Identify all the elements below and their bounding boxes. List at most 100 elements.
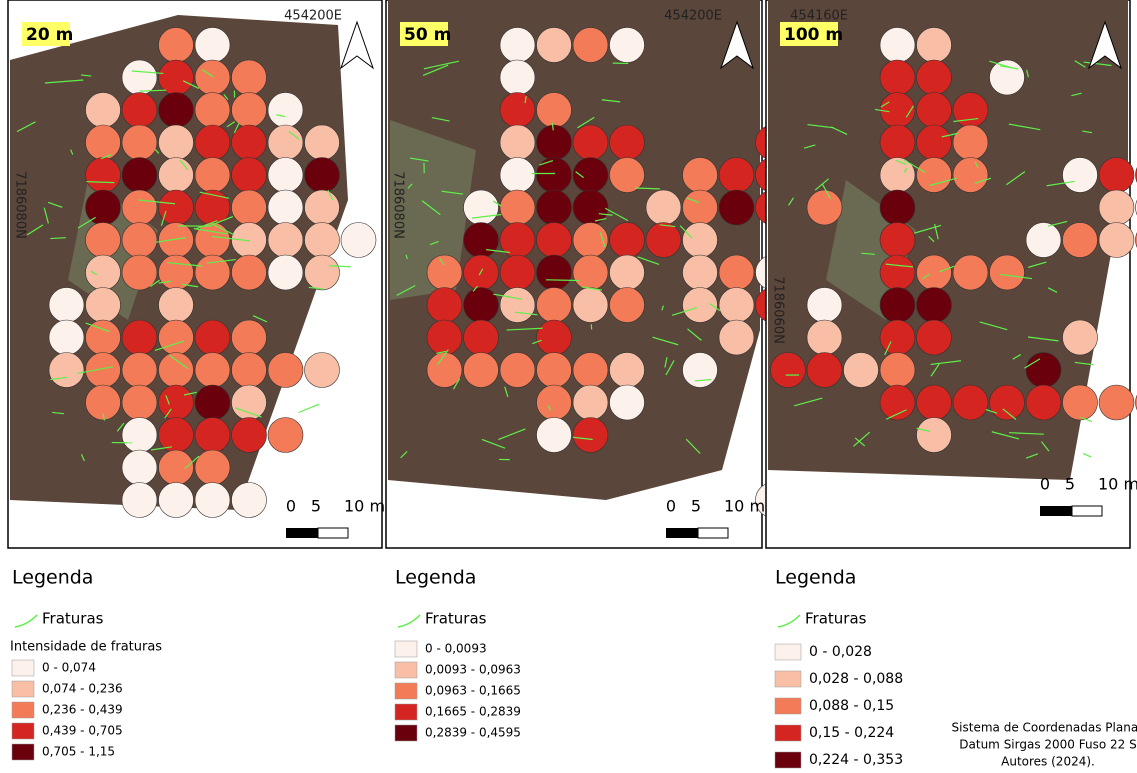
- sample-circle: [953, 385, 988, 420]
- sample-circle: [195, 28, 230, 63]
- legend-class-label: 0 - 0,028: [809, 644, 872, 660]
- sample-circle: [464, 320, 499, 355]
- sample-circle: [537, 353, 572, 388]
- sample-circle: [122, 158, 157, 193]
- sample-circle: [880, 223, 915, 258]
- sample-circle: [86, 288, 121, 323]
- credits: Sistema de Coordenadas Planas: [952, 721, 1137, 735]
- scale-label: 100 m: [784, 25, 843, 45]
- sample-circle: [610, 28, 645, 63]
- sample-circle: [917, 93, 952, 128]
- sample-circle: [122, 483, 157, 518]
- sample-circle: [573, 418, 608, 453]
- easting: 454200E: [284, 9, 342, 24]
- sample-circle: [537, 320, 572, 355]
- sample-circle: [232, 223, 267, 258]
- sample-circle: [1099, 223, 1134, 258]
- legend-swatch: [12, 723, 34, 739]
- sample-circle: [573, 288, 608, 323]
- sample-circle: [122, 418, 157, 453]
- sample-circle: [500, 93, 535, 128]
- legend-fracture-symbol: [398, 615, 420, 627]
- sample-circle: [1026, 353, 1061, 388]
- sample-circle: [610, 125, 645, 160]
- sample-circle: [232, 190, 267, 225]
- figure: 20 m454200E7186080N0510 m Legenda Fraturas…: [0, 0, 1137, 773]
- sample-circle: [880, 320, 915, 355]
- legend-title: Legenda: [12, 567, 93, 589]
- scalebar-label: 0: [666, 497, 676, 516]
- sample-circle: [159, 353, 194, 388]
- sample-circle: [500, 288, 535, 323]
- sample-circle: [268, 158, 303, 193]
- sample-circle: [500, 353, 535, 388]
- sample-circle: [49, 353, 84, 388]
- sample-circle: [268, 353, 303, 388]
- sample-circle: [195, 418, 230, 453]
- sample-circle: [917, 320, 952, 355]
- sample-circle: [990, 385, 1025, 420]
- legend-class-label: 0,0963 - 0,1665: [425, 684, 521, 698]
- sample-circle: [719, 320, 754, 355]
- credits: Datum Sirgas 2000 Fuso 22 S: [959, 738, 1136, 752]
- legend-class-label: 0,15 - 0,224: [809, 725, 894, 741]
- sample-circle: [537, 125, 572, 160]
- sample-circle: [268, 223, 303, 258]
- sample-circle: [195, 125, 230, 160]
- sample-circle: [990, 255, 1025, 290]
- legend-swatch: [775, 725, 801, 741]
- sample-circle: [807, 288, 842, 323]
- scalebar-label: 0: [286, 497, 296, 516]
- sample-circle: [537, 190, 572, 225]
- legend-class-label: 0,2839 - 0,4595: [425, 726, 521, 740]
- sample-circle: [719, 158, 754, 193]
- sample-circle: [86, 255, 121, 290]
- sample-circle: [537, 385, 572, 420]
- sample-circle: [1026, 223, 1061, 258]
- sample-circle: [268, 255, 303, 290]
- legend-fractures: Fraturas: [42, 610, 104, 628]
- sample-circle: [500, 190, 535, 225]
- sample-circle: [537, 288, 572, 323]
- scalebar-black: [666, 528, 698, 538]
- sample-circle: [537, 158, 572, 193]
- sample-circle: [86, 93, 121, 128]
- legend-class-label: 0,236 - 0,439: [42, 703, 123, 717]
- sample-circle: [917, 60, 952, 95]
- legend-title: Legenda: [395, 567, 476, 589]
- legend-swatch: [12, 660, 34, 676]
- sample-circle: [464, 223, 499, 258]
- sample-circle: [464, 288, 499, 323]
- easting: 454160E: [790, 9, 848, 24]
- map-panel: 100 m454160E7186060N0510 m: [766, 0, 1137, 548]
- sample-circle: [159, 93, 194, 128]
- sample-circle: [537, 93, 572, 128]
- legend-swatch: [395, 683, 417, 699]
- sample-circle: [159, 223, 194, 258]
- sample-circle: [1063, 385, 1098, 420]
- sample-circle: [86, 158, 121, 193]
- legend-swatch: [395, 641, 417, 657]
- sample-circle: [683, 223, 718, 258]
- legend-class-label: 0,705 - 1,15: [42, 745, 115, 759]
- sample-circle: [1099, 385, 1134, 420]
- sample-circle: [500, 28, 535, 63]
- map-panel: 50 m454200E7186080N0510 m: [386, 0, 791, 548]
- sample-circle: [122, 60, 157, 95]
- sample-circle: [195, 255, 230, 290]
- sample-circle: [159, 28, 194, 63]
- sample-circle: [305, 255, 340, 290]
- sample-circle: [232, 60, 267, 95]
- scalebar-label: 5: [691, 497, 701, 516]
- sample-circle: [305, 158, 340, 193]
- sample-circle: [500, 60, 535, 95]
- legend-swatch: [775, 752, 801, 768]
- sample-circle: [86, 223, 121, 258]
- legend-swatch: [395, 704, 417, 720]
- sample-circle: [122, 320, 157, 355]
- sample-circle: [232, 320, 267, 355]
- legend-class-label: 0,088 - 0,15: [809, 698, 894, 714]
- sample-circle: [122, 385, 157, 420]
- sample-circle: [122, 223, 157, 258]
